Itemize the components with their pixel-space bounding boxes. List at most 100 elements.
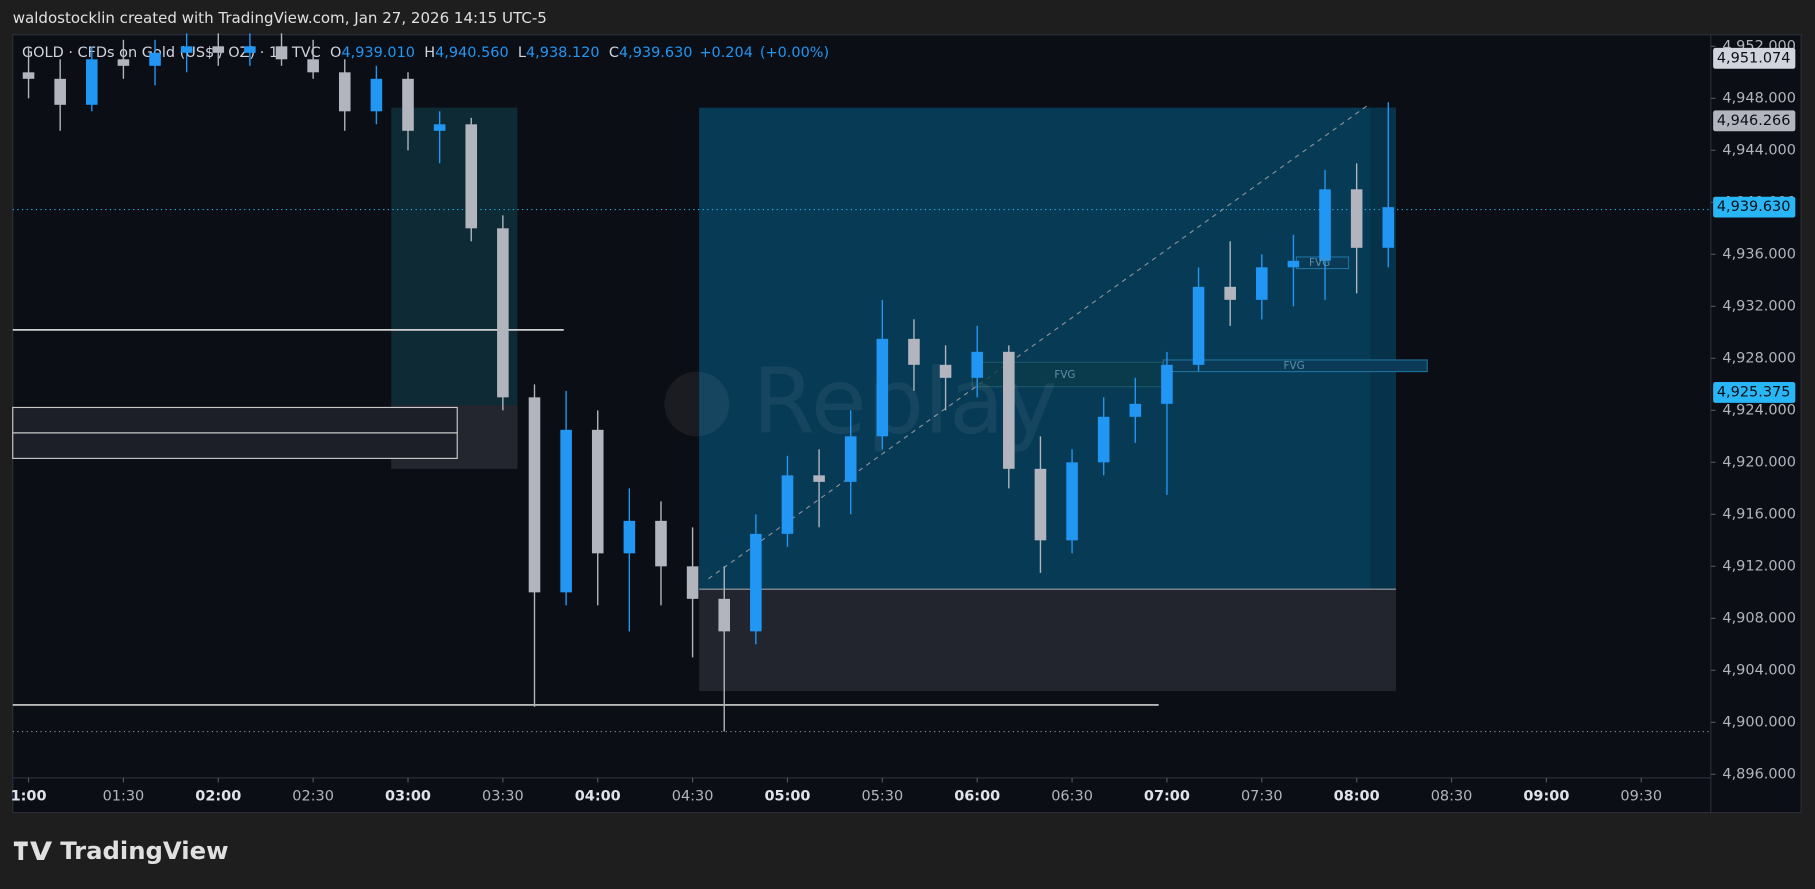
y-tick-label: 4,916.000	[1722, 506, 1796, 522]
legend-key: C	[609, 45, 619, 61]
legend-value: 4,939.630	[619, 45, 693, 61]
fvg-label: FVG	[1054, 369, 1075, 381]
candle-body	[1034, 468, 1047, 541]
x-tick-label: 09:00	[1523, 788, 1569, 804]
candle-body	[275, 46, 288, 60]
x-tick-label: 08:00	[1334, 788, 1380, 804]
candle-body	[1319, 189, 1331, 261]
legend-value: 4,938.120	[526, 45, 600, 61]
candle-body	[370, 78, 383, 112]
legend-value: 4,940.560	[435, 45, 509, 61]
x-tick-label: 09:30	[1620, 788, 1662, 804]
y-tick-label: 4,924.000	[1722, 402, 1796, 418]
y-tick-label: 4,896.000	[1722, 766, 1796, 782]
candle-body	[908, 338, 920, 365]
candle-body	[1003, 351, 1015, 469]
legend-value: 4,939.010	[341, 45, 415, 61]
candle-body	[1161, 364, 1173, 404]
y-tick-label: 4,932.000	[1722, 298, 1796, 314]
candle-body	[781, 475, 794, 534]
candle-body	[655, 520, 667, 567]
candles	[22, 33, 1395, 732]
candle-body	[1192, 286, 1205, 365]
legend-key: O	[330, 45, 341, 61]
candle-body	[307, 59, 319, 73]
brand-name: TradingView	[60, 836, 228, 865]
x-tick-label: 01:30	[103, 788, 145, 804]
x-tick-label: 04:30	[672, 788, 714, 804]
candle-body	[813, 475, 825, 482]
price-label: 4,951.074	[1717, 50, 1791, 66]
candle-body	[149, 52, 161, 66]
candle-body	[528, 397, 541, 593]
candle-body	[1224, 286, 1236, 300]
y-tick-label: 4,944.000	[1722, 142, 1796, 158]
fvg-label: FVG	[1284, 360, 1305, 372]
price-label: 4,939.630	[1717, 199, 1791, 215]
y-tick-label: 4,912.000	[1722, 558, 1796, 574]
x-tick-label: 03:00	[385, 788, 431, 804]
candle-body	[1287, 260, 1300, 268]
legend: GOLD · CFDs on Gold (US$ / OZ) · 1 · TVC…	[22, 45, 829, 61]
x-tick-label: 04:00	[575, 788, 621, 804]
candle-body	[1129, 403, 1142, 417]
price-label: 4,925.375	[1717, 384, 1791, 400]
x-tick-label: 05:00	[764, 788, 810, 804]
y-tick-label: 4,900.000	[1722, 714, 1796, 730]
candle-body	[876, 338, 889, 437]
x-tick-label: 07:00	[1144, 788, 1190, 804]
y-tick-label: 4,904.000	[1722, 662, 1796, 678]
candle-body	[750, 533, 762, 632]
x-tick-label: 02:30	[292, 788, 334, 804]
brand-logo	[13, 841, 53, 861]
watermark-icon	[664, 371, 730, 437]
zone	[699, 107, 1396, 590]
price-label-box	[1713, 47, 1796, 69]
y-tick-label: 4,920.000	[1722, 454, 1796, 470]
brand: TradingView	[13, 836, 229, 865]
candle-body	[54, 78, 66, 105]
box	[12, 432, 458, 459]
candle-body	[623, 520, 636, 554]
candle-body	[497, 228, 509, 398]
legend-change: (+0.00%)	[760, 45, 829, 61]
x-tick-label: 06:00	[954, 788, 1000, 804]
candle-body	[22, 72, 35, 79]
candle-body	[560, 429, 572, 593]
candle-body	[718, 598, 731, 632]
candle-body	[244, 46, 256, 53]
candle-body	[686, 566, 699, 599]
zone	[1370, 107, 1396, 590]
header: waldostocklin created with TradingView.c…	[13, 9, 547, 27]
candle-body	[971, 351, 983, 378]
legend-key: H	[424, 45, 435, 61]
price-label-box	[1713, 196, 1796, 218]
candle-body	[1350, 189, 1363, 248]
y-tick-label: 4,948.000	[1722, 90, 1796, 106]
x-tick-label: 06:30	[1051, 788, 1093, 804]
x-tick-label: 05:30	[862, 788, 904, 804]
price-label-box	[1713, 110, 1796, 132]
drawings: Replay	[12, 103, 1711, 733]
candle-body	[180, 46, 193, 53]
candle-body	[844, 436, 857, 482]
x-tick-label: 08:30	[1431, 788, 1473, 804]
candle-body	[85, 59, 98, 105]
y-tick-label: 4,928.000	[1722, 350, 1796, 366]
candle-body	[433, 124, 446, 131]
candle-body	[1382, 207, 1395, 248]
y-tick-label: 4,908.000	[1722, 610, 1796, 626]
candle-body	[1256, 267, 1268, 300]
candle-body	[402, 78, 414, 131]
candle-body	[1066, 462, 1078, 541]
zone	[699, 589, 1396, 692]
trend-line	[708, 103, 1370, 580]
y-tick-label: 4,936.000	[1722, 246, 1796, 262]
candle-body	[212, 46, 225, 53]
legend-key: L	[518, 45, 526, 61]
price-label: 4,946.266	[1717, 113, 1791, 129]
x-tick-label: 03:30	[482, 788, 524, 804]
candle-body	[1097, 416, 1110, 463]
x-tick-label: 02:00	[195, 788, 241, 804]
